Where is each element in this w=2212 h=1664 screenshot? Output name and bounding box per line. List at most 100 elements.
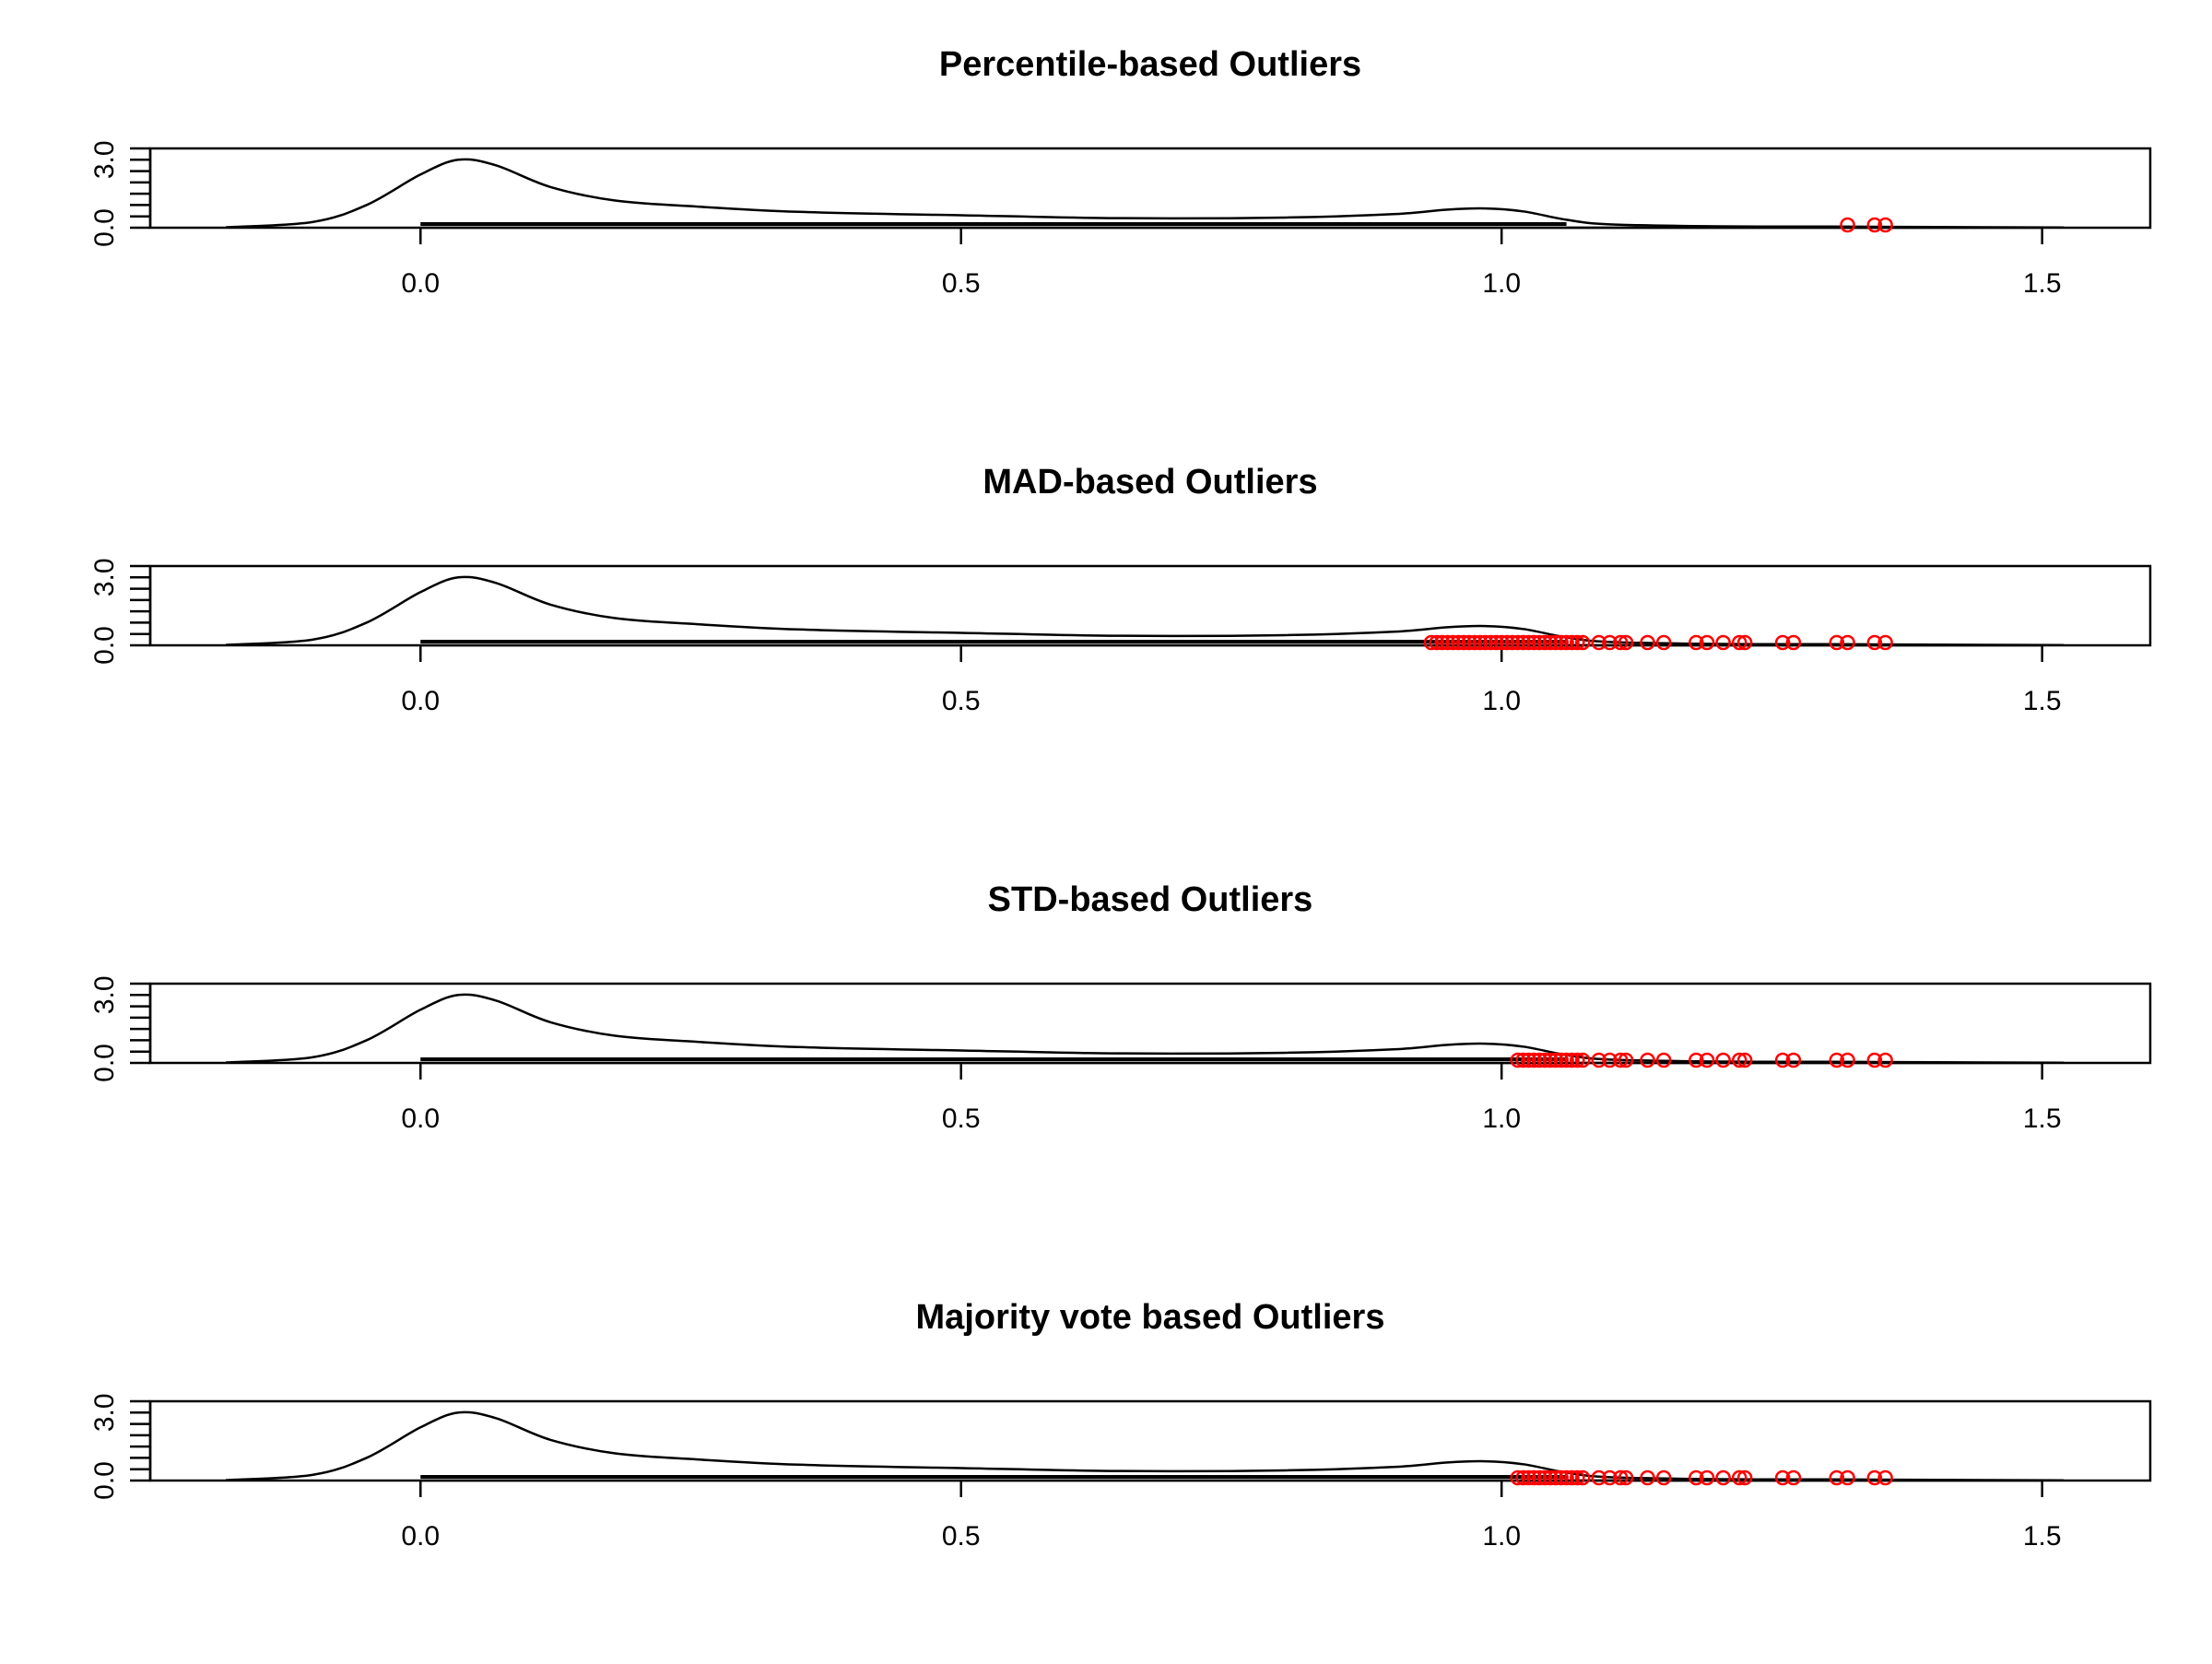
- density-curve: [226, 1410, 2065, 1481]
- x-tick-label: 1.0: [1482, 268, 1521, 299]
- outlier-point: [1612, 1469, 1629, 1486]
- outlier-point: [1688, 1052, 1704, 1068]
- outlier-point: [1840, 217, 1855, 233]
- density-curve: [226, 158, 2065, 230]
- x-tick-label: 1.0: [1482, 1521, 1521, 1552]
- outlier-point: [1618, 1052, 1634, 1068]
- x-tick-label: 0.5: [942, 268, 981, 299]
- outlier-point: [1536, 1469, 1553, 1486]
- outlier-point: [1510, 1469, 1526, 1486]
- outlier-point: [1570, 1469, 1585, 1486]
- outlier-point: [1699, 634, 1715, 651]
- outlier-point: [1829, 1469, 1845, 1486]
- outlier-point: [1499, 634, 1515, 651]
- outlier-point: [1542, 1052, 1559, 1068]
- outlier-point: [1532, 1469, 1547, 1486]
- x-tick-label: 1.5: [2023, 1521, 2062, 1552]
- panel-title: MAD-based Outliers: [982, 463, 1317, 502]
- outlier-point: [1553, 634, 1569, 651]
- outlier-point: [1504, 634, 1521, 651]
- outlier-point: [1774, 1469, 1791, 1486]
- outlier-point: [1591, 634, 1607, 651]
- outlier-point: [1455, 634, 1472, 651]
- outlier-point: [1440, 634, 1455, 651]
- outlier-point: [1477, 634, 1493, 651]
- x-tick-label: 1.0: [1482, 1103, 1521, 1134]
- outlier-point: [1559, 1052, 1574, 1068]
- x-tick-label: 1.5: [2023, 1103, 2062, 1134]
- outlier-point: [1591, 1052, 1607, 1068]
- outlier-point: [1574, 1469, 1591, 1486]
- panel-4: Majority vote based Outliers 0.0 0.5 1.0 1.5…: [89, 1298, 2152, 1552]
- outlier-point: [1774, 634, 1791, 651]
- outlier-point: [1521, 1469, 1536, 1486]
- outlier-point: [1445, 634, 1461, 651]
- outlier-point: [1785, 1052, 1802, 1068]
- outlier-point: [1829, 634, 1845, 651]
- outlier-point: [1536, 1052, 1553, 1068]
- y-tick-label: 3.0: [89, 975, 120, 1014]
- outlier-point: [1602, 1469, 1618, 1486]
- outlier-point: [1564, 1469, 1580, 1486]
- outlier-point: [1532, 1052, 1547, 1068]
- panel-1: Percentile-based Outliers 0.0 0.5 1.0 1.5 0.0…: [89, 45, 2152, 299]
- x-tick-label: 0.0: [401, 268, 440, 299]
- outlier-point: [1715, 1469, 1731, 1486]
- outlier-point: [1510, 1052, 1526, 1068]
- outlier-point: [1840, 1052, 1855, 1068]
- outlier-point: [1591, 1469, 1607, 1486]
- outlier-point: [1488, 634, 1504, 651]
- x-tick-label: 1.5: [2023, 268, 2062, 299]
- outlier-point: [1736, 1469, 1753, 1486]
- y-tick-label: 3.0: [89, 1393, 120, 1432]
- outlier-point: [1434, 634, 1450, 651]
- outlier-point: [1736, 1052, 1753, 1068]
- outlier-point: [1655, 1052, 1672, 1068]
- density-curve: [226, 993, 2065, 1064]
- outlier-point: [1574, 1052, 1591, 1068]
- outlier-point: [1553, 1052, 1569, 1068]
- outlier-point: [1840, 1469, 1855, 1486]
- outlier-point: [1877, 217, 1893, 233]
- outlier-point: [1564, 1052, 1580, 1068]
- outlier-point: [1732, 634, 1747, 651]
- outlier-point: [1423, 634, 1440, 651]
- outlier-point: [1655, 1469, 1672, 1486]
- outlier-point: [1521, 1052, 1536, 1068]
- outlier-point: [1866, 217, 1883, 233]
- density-curve: [226, 575, 2065, 647]
- x-tick-label: 1.5: [2023, 686, 2062, 716]
- outlier-point: [1466, 634, 1483, 651]
- outlier-point: [1877, 1469, 1893, 1486]
- outlier-point: [1515, 1052, 1531, 1068]
- outlier-point: [1602, 634, 1618, 651]
- outlier-point: [1840, 634, 1855, 651]
- y-tick-label: 0.0: [89, 1461, 120, 1500]
- outlier-point: [1515, 1469, 1531, 1486]
- x-tick-label: 1.0: [1482, 686, 1521, 716]
- outlier-point: [1547, 634, 1564, 651]
- outlier-point: [1612, 634, 1629, 651]
- outlier-point: [1866, 634, 1883, 651]
- outlier-point: [1866, 1469, 1883, 1486]
- outlier-point: [1866, 1052, 1883, 1068]
- y-tick-label: 3.0: [89, 140, 120, 179]
- outlier-point: [1547, 1052, 1564, 1068]
- outlier-point: [1640, 634, 1655, 651]
- x-tick-label: 0.5: [942, 1103, 981, 1134]
- outlier-point: [1532, 634, 1547, 651]
- outlier-point: [1526, 1052, 1542, 1068]
- outlier-point: [1559, 1469, 1574, 1486]
- outlier-point: [1510, 634, 1526, 651]
- outlier-point: [1877, 1052, 1893, 1068]
- outlier-point: [1451, 634, 1466, 651]
- outlier-point: [1732, 1052, 1747, 1068]
- outlier-point: [1536, 634, 1553, 651]
- outlier-point: [1699, 1052, 1715, 1068]
- outlier-point: [1515, 634, 1531, 651]
- outlier-point: [1574, 634, 1591, 651]
- outlier-point: [1493, 634, 1510, 651]
- panel-title: Majority vote based Outliers: [916, 1298, 1385, 1337]
